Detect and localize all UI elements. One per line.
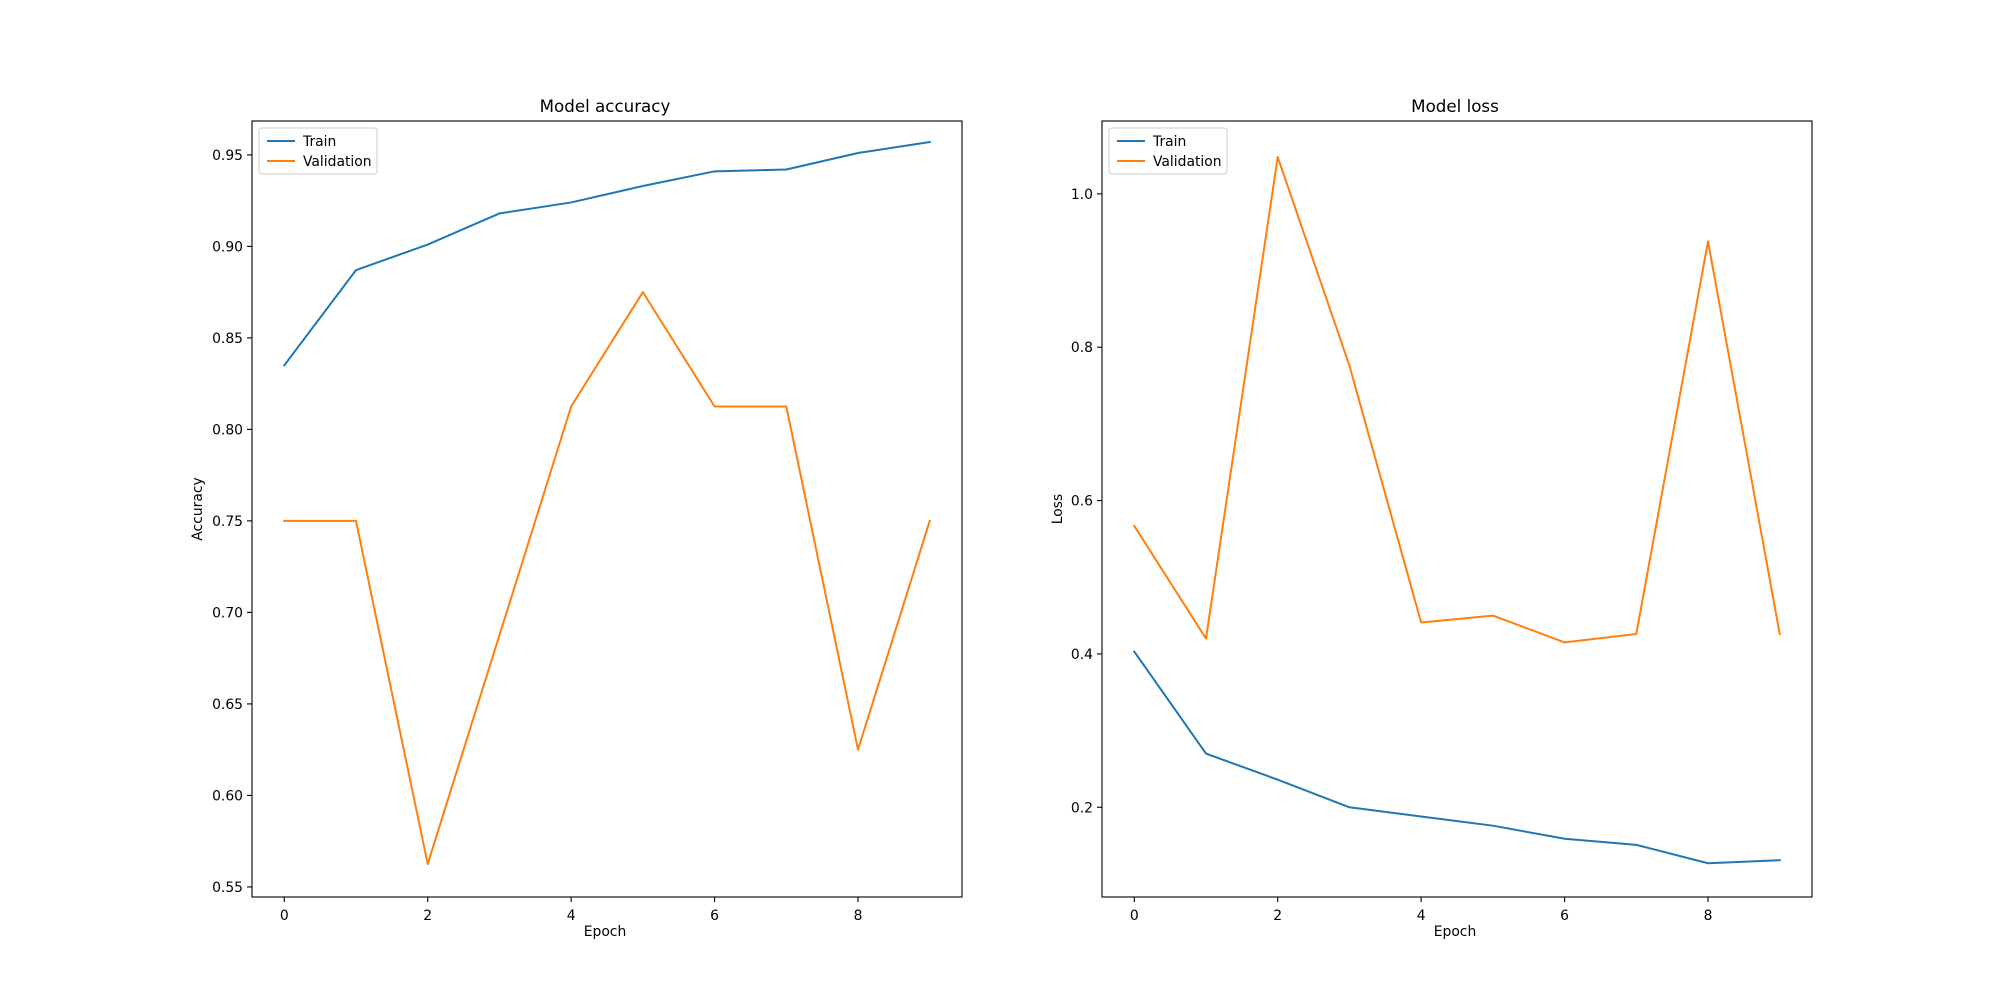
loss-legend: Train Validation xyxy=(1108,127,1228,175)
loss-y-tick-label: 1.0 xyxy=(1071,187,1093,203)
loss-x-tick-label: 0 xyxy=(1130,908,1139,924)
loss-y-tick-label: 0.8 xyxy=(1071,340,1093,356)
accuracy-x-tick-label: 6 xyxy=(710,908,719,924)
accuracy-y-tick-label: 0.65 xyxy=(212,697,243,713)
accuracy-chart: Model accuracy 0 2 4 6 8 0.55 0.60 0.65 0.70 0.75… xyxy=(190,96,963,940)
accuracy-y-axis-label: Accuracy xyxy=(190,477,206,540)
accuracy-legend-label-validation: Validation xyxy=(303,154,372,170)
loss-legend-label-validation: Validation xyxy=(1153,154,1222,170)
accuracy-series-validation-line xyxy=(283,291,931,866)
accuracy-legend-box xyxy=(258,127,378,175)
loss-y-axis-label: Loss xyxy=(1050,494,1066,524)
accuracy-x-tick-label: 0 xyxy=(280,908,289,924)
loss-chart-title: Model loss xyxy=(1411,96,1499,116)
accuracy-x-tick-label: 8 xyxy=(854,908,863,924)
accuracy-y-tick-label: 0.60 xyxy=(212,788,243,804)
accuracy-gridless-plot-area: 0 2 4 6 8 0.55 0.60 0.65 0.70 0.75 0.80 0.85 0.90 0.9… xyxy=(212,120,963,924)
accuracy-axes-frame xyxy=(251,120,963,898)
loss-legend-box xyxy=(1108,127,1228,175)
accuracy-chart-title: Model accuracy xyxy=(540,96,671,116)
loss-x-axis-label: Epoch xyxy=(1434,924,1477,940)
loss-axes-frame xyxy=(1101,120,1813,898)
loss-x-tick-label: 2 xyxy=(1273,908,1282,924)
accuracy-y-tick-label: 0.70 xyxy=(212,605,243,621)
loss-x-tick-label: 8 xyxy=(1704,908,1713,924)
accuracy-x-tick-label: 4 xyxy=(567,908,576,924)
loss-x-tick-label: 6 xyxy=(1560,908,1569,924)
accuracy-x-axis-label: Epoch xyxy=(584,924,627,940)
accuracy-series-train-line xyxy=(282,140,931,367)
accuracy-y-tick-label: 0.55 xyxy=(212,880,243,896)
accuracy-legend-label-train: Train xyxy=(302,134,336,150)
accuracy-legend: Train Validation xyxy=(258,127,378,175)
loss-series-train-line xyxy=(1132,650,1781,865)
loss-y-tick-label: 0.4 xyxy=(1071,647,1093,663)
loss-y-tick-label: 0.6 xyxy=(1071,494,1093,510)
loss-plot-area: 0 2 4 6 8 0.2 0.4 0.6 0.8 1.0 xyxy=(1071,120,1813,924)
loss-series-validation-line xyxy=(1132,156,1781,644)
loss-y-tick-label: 0.2 xyxy=(1071,800,1093,816)
accuracy-y-tick-label: 0.90 xyxy=(212,239,243,255)
loss-legend-label-train: Train xyxy=(1152,134,1186,150)
accuracy-y-tick-label: 0.80 xyxy=(212,422,243,438)
accuracy-y-tick-label: 0.95 xyxy=(212,148,243,164)
loss-chart: Model loss 0 2 4 6 8 0.2 0.4 0.6 0.8 1.0 Epoch Lo… xyxy=(1050,96,1813,940)
accuracy-y-tick-label: 0.85 xyxy=(212,331,243,347)
accuracy-x-tick-label: 2 xyxy=(423,908,432,924)
accuracy-y-tick-label: 0.75 xyxy=(212,514,243,530)
loss-x-tick-label: 4 xyxy=(1417,908,1426,924)
